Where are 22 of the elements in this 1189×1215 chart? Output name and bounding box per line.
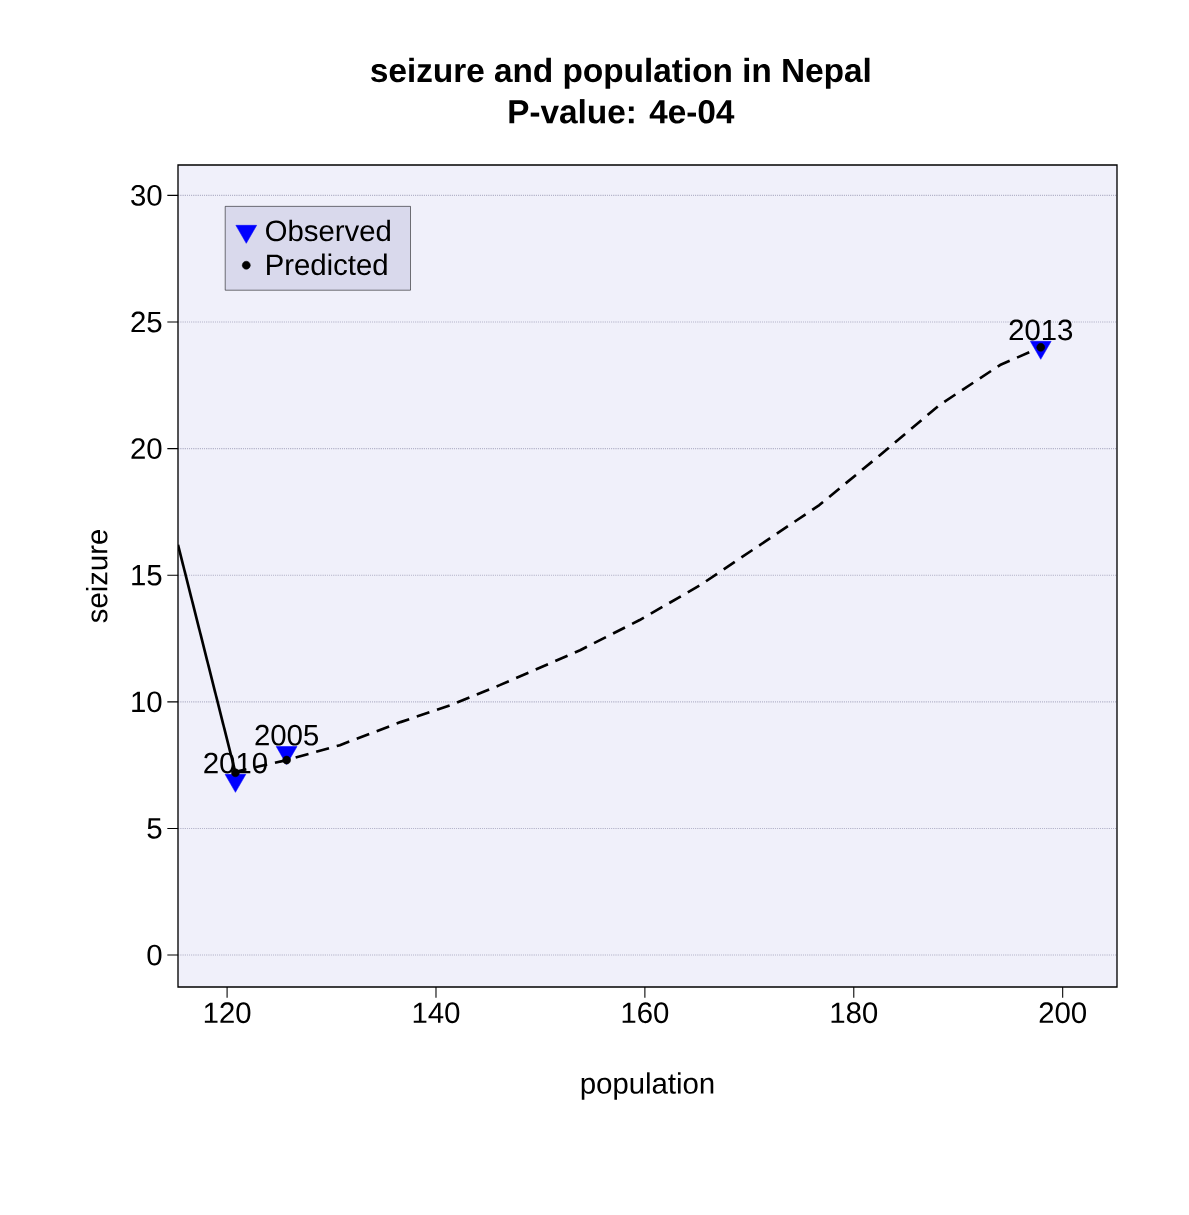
y-tick-label: 20 [131, 438, 162, 460]
x-tick-label: 140 [413, 1002, 460, 1024]
x-axis-title: population [581, 1072, 714, 1100]
legend-label: Predicted [267, 253, 387, 276]
y-tick-label: 0 [147, 944, 162, 966]
y-tick-label: 15 [132, 565, 162, 586]
annotation: 2013 [1009, 319, 1073, 341]
y-tick-label: 10 [132, 691, 162, 713]
x-tick-label: 120 [204, 1002, 251, 1024]
x-tick-label: 200 [1039, 1002, 1086, 1024]
y-axis-title: seizure [85, 530, 108, 623]
y-tick-label: 30 [131, 184, 162, 206]
y-tick-label: 5 [147, 818, 162, 839]
y-tick-label: 25 [131, 311, 162, 333]
x-tick-label: 160 [622, 1002, 669, 1024]
annotation: 2005 [255, 724, 318, 746]
chart-subtitle: P-value: 4e-04 [509, 99, 735, 124]
chart-title: seizure and population in Nepal [371, 57, 870, 89]
point [1036, 343, 1046, 352]
legend-label: Observed [266, 219, 390, 242]
point [282, 755, 291, 765]
x-tick-label: 180 [831, 1002, 878, 1024]
